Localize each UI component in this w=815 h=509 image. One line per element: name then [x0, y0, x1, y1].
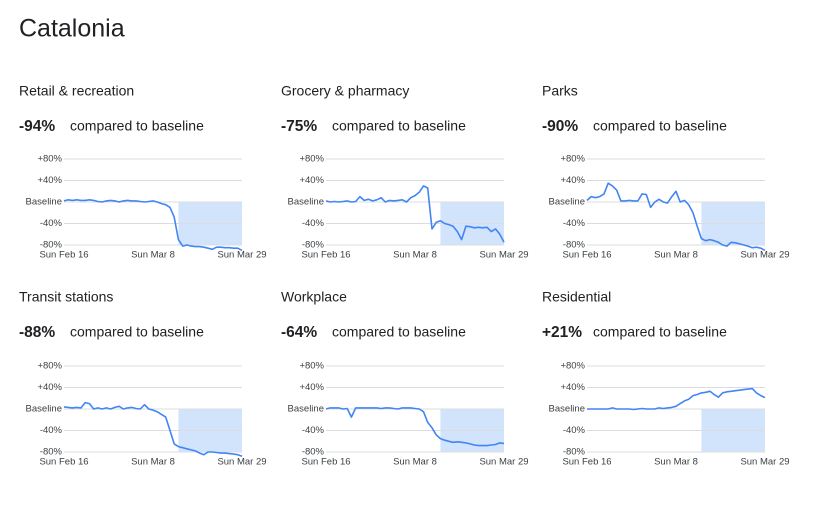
data-line: [586, 182, 766, 252]
chart-title: Grocery & pharmacy: [281, 83, 409, 99]
y-tick-label: -40%: [563, 425, 586, 436]
x-tick-label: Sun Mar 29: [740, 457, 789, 468]
x-tick-label: Sun Mar 29: [740, 250, 789, 261]
data-line: [63, 199, 243, 252]
summary-value: -94%: [19, 118, 55, 135]
x-tick-label: Sun Mar 29: [217, 250, 266, 261]
x-tick-label: Sun Feb 16: [39, 457, 88, 468]
y-tick-label: +40%: [560, 382, 585, 393]
y-tick-label: -80%: [302, 240, 325, 251]
x-tick-label: Sun Feb 16: [301, 250, 350, 261]
summary-text: compared to baseline: [593, 324, 727, 340]
x-tick-label: Sun Mar 8: [131, 457, 175, 468]
summary-text: compared to baseline: [70, 118, 204, 134]
data-line: [325, 407, 505, 447]
y-tick-label: +40%: [299, 382, 324, 393]
summary-value: -88%: [19, 324, 55, 341]
y-tick-label: Baseline: [26, 197, 62, 208]
y-tick-label: -40%: [40, 218, 63, 229]
y-tick-label: Baseline: [549, 404, 585, 415]
chart-title: Residential: [542, 289, 611, 305]
summary-text: compared to baseline: [332, 324, 466, 340]
page-title: Catalonia: [19, 15, 125, 43]
x-tick-label: Sun Mar 8: [131, 250, 175, 261]
y-tick-label: -80%: [563, 447, 586, 458]
y-tick-label: -40%: [302, 218, 325, 229]
chart-title: Workplace: [281, 289, 347, 305]
summary-value: -90%: [542, 118, 578, 135]
x-tick-label: Sun Mar 8: [654, 457, 698, 468]
y-tick-label: +80%: [560, 361, 585, 372]
y-tick-label: -40%: [40, 425, 63, 436]
y-tick-label: +80%: [37, 361, 62, 372]
summary-value: -64%: [281, 324, 317, 341]
summary-value: -75%: [281, 118, 317, 135]
y-tick-label: +40%: [560, 175, 585, 186]
x-tick-label: Sun Mar 8: [654, 250, 698, 261]
y-tick-label: -80%: [40, 447, 63, 458]
y-tick-label: +40%: [37, 175, 62, 186]
summary-value: +21%: [542, 324, 582, 341]
data-line: [587, 387, 766, 411]
x-tick-label: Sun Feb 16: [562, 250, 611, 261]
y-tick-label: -40%: [302, 425, 325, 436]
x-tick-label: Sun Mar 8: [393, 457, 437, 468]
y-tick-label: Baseline: [288, 404, 324, 415]
x-tick-label: Sun Feb 16: [562, 457, 611, 468]
summary-text: compared to baseline: [332, 118, 466, 134]
x-tick-label: Sun Mar 29: [479, 457, 528, 468]
y-tick-label: Baseline: [26, 404, 62, 415]
y-tick-label: -80%: [302, 447, 325, 458]
x-tick-label: Sun Mar 8: [393, 250, 437, 261]
x-tick-label: Sun Mar 29: [217, 457, 266, 468]
y-tick-label: Baseline: [549, 197, 585, 208]
y-tick-label: +40%: [37, 382, 62, 393]
y-tick-label: -80%: [40, 240, 63, 251]
data-line: [63, 401, 243, 458]
data-line: [325, 185, 505, 243]
y-tick-label: -80%: [563, 240, 586, 251]
y-tick-label: +80%: [560, 154, 585, 165]
y-tick-label: +80%: [37, 154, 62, 165]
y-tick-label: +80%: [299, 154, 324, 165]
y-tick-label: -40%: [563, 218, 586, 229]
summary-text: compared to baseline: [593, 118, 727, 134]
x-tick-label: Sun Feb 16: [39, 250, 88, 261]
x-tick-label: Sun Mar 29: [479, 250, 528, 261]
y-tick-label: +40%: [299, 175, 324, 186]
summary-text: compared to baseline: [70, 324, 204, 340]
x-tick-label: Sun Feb 16: [301, 457, 350, 468]
y-tick-label: +80%: [299, 361, 324, 372]
y-tick-label: Baseline: [288, 197, 324, 208]
chart-title: Parks: [542, 83, 578, 99]
chart-title: Retail & recreation: [19, 83, 134, 99]
chart-title: Transit stations: [19, 289, 113, 305]
